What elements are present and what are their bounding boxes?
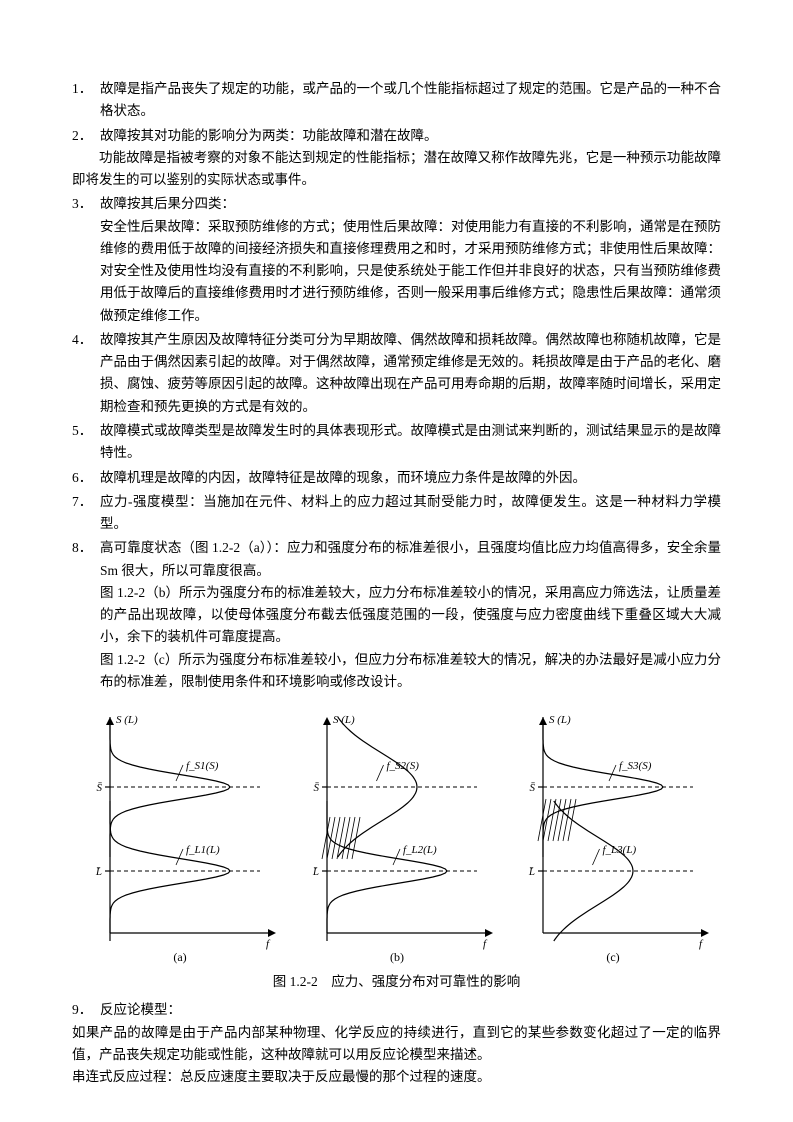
list-item: 1．故障是指产品丧失了规定的功能，或产品的一个或几个性能指标超过了规定的范围。它…: [72, 78, 721, 123]
item-text: 应力-强度模型：当施加在元件、材料上的应力超过其耐受能力时，故障便发生。这是一种…: [100, 491, 721, 536]
svg-text:L̄: L̄: [311, 866, 318, 878]
item-text: 故障是指产品丧失了规定的功能，或产品的一个或几个性能指标超过了规定的范围。它是产…: [100, 78, 721, 123]
svg-text:S̄: S̄: [313, 782, 319, 794]
item-number: 2．: [72, 125, 100, 147]
list-item: 2．故障按其对功能的影响分为两类：功能故障和潜在故障。 功能故障是指被考察的对象…: [72, 125, 721, 192]
item-number: 1．: [72, 78, 100, 123]
item-number: 4．: [72, 329, 100, 418]
list-item: 8．高可靠度状态（图 1.2-2（a））：应力和强度分布的标准差很小，且强度均值…: [72, 537, 721, 693]
list-item: 5．故障模式或故障类型是故障发生时的具体表现形式。故障模式是由测试来判断的，测试…: [72, 420, 721, 465]
svg-text:S̄: S̄: [97, 782, 103, 794]
figure-caption: 图 1.2-2 应力、强度分布对可靠性的影响: [72, 971, 721, 993]
item-number: 8．: [72, 537, 100, 582]
item-number: 7．: [72, 491, 100, 536]
svg-text:f_S3(S): f_S3(S): [619, 760, 652, 772]
list-item: 7．应力-强度模型：当施加在元件、材料上的应力超过其耐受能力时，故障便发生。这是…: [72, 491, 721, 536]
svg-text:f: f: [483, 938, 488, 950]
item-text: 高可靠度状态（图 1.2-2（a））：应力和强度分布的标准差很小，且强度均值比应…: [100, 537, 721, 582]
stress-strength-diagram: S (L) f S̄ L̄ f_S1(S) f_L1(L) (a): [80, 707, 280, 967]
svg-text:f_S1(S): f_S1(S): [186, 760, 219, 772]
list-item: 4．故障按其产生原因及故障特征分类可分为早期故障、偶然故障和损耗故障。偶然故障也…: [72, 329, 721, 418]
svg-text:f_S2(S): f_S2(S): [386, 760, 419, 772]
list-item: 6．故障机理是故障的内因，故障特征是故障的现象，而环境应力条件是故障的外因。: [72, 467, 721, 489]
item-number: 5．: [72, 420, 100, 465]
svg-text:L̄: L̄: [95, 866, 102, 878]
svg-text:f_L3(L): f_L3(L): [603, 844, 637, 856]
item-continuation: 如果产品的故障是由于产品内部某种物理、化学反应的持续进行，直到它的某些参数变化超…: [72, 1022, 721, 1067]
item-text: 故障按其后果分四类：: [100, 193, 721, 215]
svg-text:(b): (b): [390, 950, 404, 964]
figure-row: S (L) f S̄ L̄ f_S1(S) f_L1(L) (a) S (L) f S̄ L̄ f_S…: [72, 707, 721, 967]
svg-text:S (L): S (L): [549, 714, 571, 726]
stress-strength-diagram: S (L)fS̄L̄f_S2(S)f_L2(L)(b): [297, 707, 497, 967]
item-text: 故障机理是故障的内因，故障特征是故障的现象，而环境应力条件是故障的外因。: [100, 467, 721, 489]
item-text: 故障按其对功能的影响分为两类：功能故障和潜在故障。: [100, 125, 721, 147]
svg-text:(c): (c): [606, 950, 619, 964]
item-continuation: 功能故障是指被考察的对象不能达到规定的性能指标；潜在故障又称作故障先兆，它是一种…: [72, 147, 721, 192]
item-number: 6．: [72, 467, 100, 489]
item-number: 9．: [72, 999, 100, 1021]
svg-text:f_L1(L): f_L1(L): [186, 844, 220, 856]
stress-strength-diagram: S (L) f S̄ L̄ f_S3(S) f_L3(L) (c): [513, 707, 713, 967]
svg-text:f: f: [266, 938, 271, 950]
svg-text:S (L): S (L): [116, 714, 138, 726]
svg-text:f_L2(L): f_L2(L): [403, 844, 437, 856]
item-text: 故障按其产生原因及故障特征分类可分为早期故障、偶然故障和损耗故障。偶然故障也称随…: [100, 329, 721, 418]
item-continuation: 串连式反应过程：总反应速度主要取决于反应最慢的那个过程的速度。: [72, 1066, 721, 1088]
item-continuation: 图 1.2-2（b）所示为强度分布的标准差较大，应力分布标准差较小的情况，采用高…: [72, 582, 721, 649]
item-text: 反应论模型：: [100, 999, 721, 1021]
item-text: 故障模式或故障类型是故障发生时的具体表现形式。故障模式是由测试来判断的，测试结果…: [100, 420, 721, 465]
list-item: 3．故障按其后果分四类：安全性后果故障：采取预防维修的方式；使用性后果故障：对使…: [72, 193, 721, 327]
item-number: 3．: [72, 193, 100, 215]
item-continuation: 安全性后果故障：采取预防维修的方式；使用性后果故障：对使用能力有直接的不利影响，…: [72, 216, 721, 327]
list-item: 9．反应论模型：如果产品的故障是由于产品内部某种物理、化学反应的持续进行，直到它…: [72, 999, 721, 1088]
svg-text:S̄: S̄: [530, 782, 536, 794]
svg-text:(a): (a): [173, 950, 186, 964]
svg-text:L̄: L̄: [528, 866, 535, 878]
svg-text:f: f: [699, 938, 704, 950]
item-continuation: 图 1.2-2（c）所示为强度分布标准差较小，但应力分布标准差较大的情况，解决的…: [72, 649, 721, 694]
